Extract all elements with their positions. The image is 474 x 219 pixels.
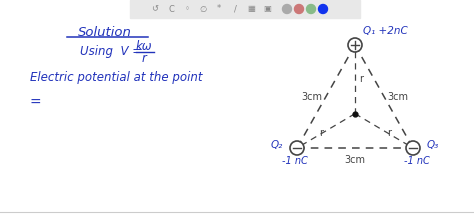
- Text: ◦: ◦: [184, 5, 190, 14]
- Text: /: /: [234, 5, 237, 14]
- Bar: [130, 0, 360, 18]
- Text: kω: kω: [136, 41, 152, 53]
- Text: 3cm: 3cm: [388, 92, 409, 101]
- Circle shape: [290, 141, 304, 155]
- Text: Q₂: Q₂: [271, 140, 283, 150]
- Text: =: =: [30, 96, 42, 110]
- Text: Q₁ +2nC: Q₁ +2nC: [363, 26, 408, 36]
- Text: r: r: [387, 128, 391, 138]
- Circle shape: [348, 38, 362, 52]
- Text: 3cm: 3cm: [345, 155, 365, 165]
- Text: r: r: [359, 74, 363, 84]
- Text: -1 nC: -1 nC: [282, 156, 308, 166]
- Circle shape: [319, 5, 328, 14]
- Text: ▦: ▦: [247, 5, 255, 14]
- Text: C: C: [168, 5, 174, 14]
- Text: -1 nC: -1 nC: [404, 156, 430, 166]
- Circle shape: [283, 5, 292, 14]
- Text: ↺: ↺: [152, 5, 158, 14]
- Text: r: r: [319, 128, 323, 138]
- Text: *: *: [217, 5, 221, 14]
- Text: Electric potential at the point: Electric potential at the point: [30, 71, 202, 85]
- Text: Solution: Solution: [78, 25, 132, 39]
- Text: r: r: [142, 51, 146, 65]
- Text: ▣: ▣: [263, 5, 271, 14]
- Text: 3cm: 3cm: [301, 92, 322, 101]
- Circle shape: [406, 141, 420, 155]
- Text: Q₃: Q₃: [427, 140, 439, 150]
- Circle shape: [294, 5, 303, 14]
- Text: ∅: ∅: [200, 5, 207, 14]
- Circle shape: [307, 5, 316, 14]
- Text: Using  V =: Using V =: [80, 46, 142, 58]
